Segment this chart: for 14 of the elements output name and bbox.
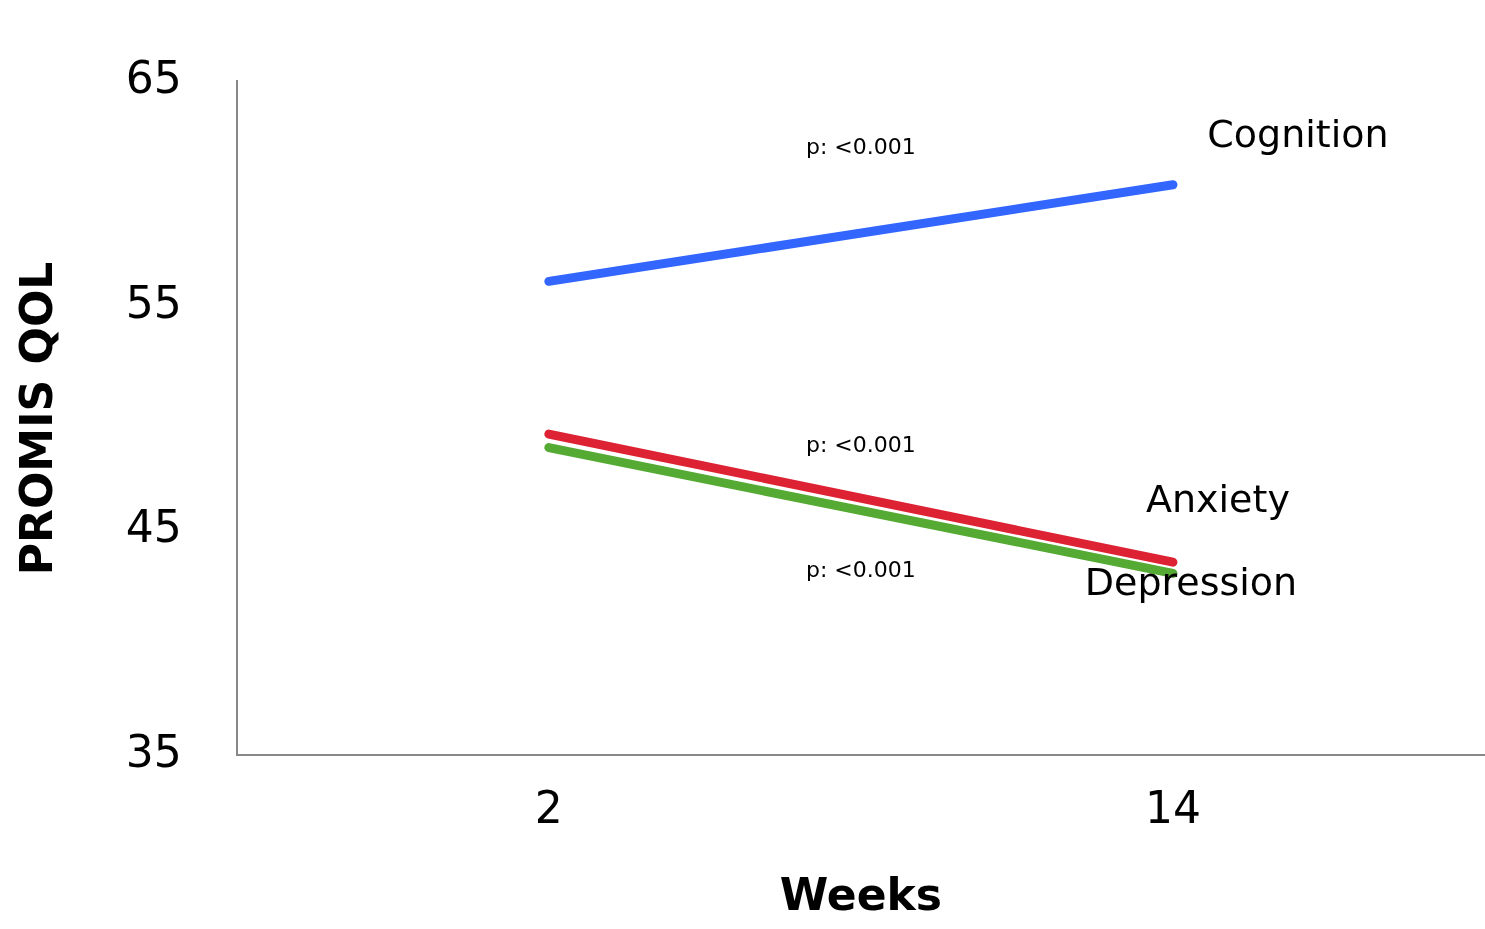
x-axis-title: Weeks — [779, 869, 942, 921]
series-label: Cognition — [1207, 111, 1389, 156]
annotation: p: <0.001 — [806, 133, 916, 159]
x-tick-label: 14 — [1144, 782, 1201, 834]
y-tick-label: 65 — [125, 51, 182, 103]
y-tick-label: 45 — [125, 501, 182, 553]
y-axis-title: PROMIS QOL — [10, 261, 62, 576]
series-label: Depression — [1084, 560, 1298, 605]
y-tick-label: 35 — [125, 725, 182, 777]
annotation: p: <0.001 — [806, 431, 916, 457]
x-tick-label: 2 — [534, 782, 563, 834]
y-tick-label: 55 — [125, 276, 182, 328]
series-label: Anxiety — [1145, 477, 1290, 522]
annotation: p: <0.001 — [806, 557, 916, 583]
